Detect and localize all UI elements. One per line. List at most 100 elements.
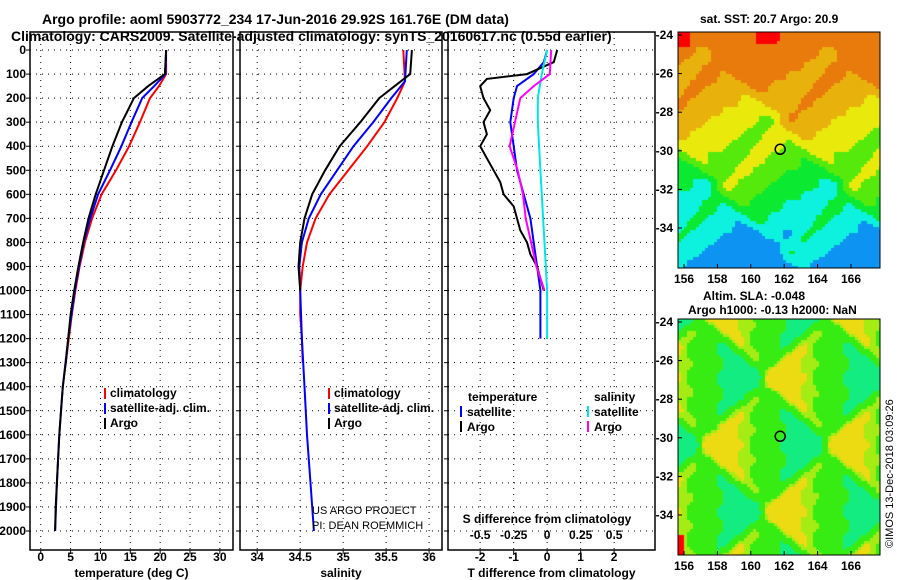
x2-tick-label: 0 bbox=[544, 528, 551, 542]
depth-tick-label: 200 bbox=[6, 91, 26, 105]
x2-tick-label: 0.25 bbox=[569, 528, 593, 542]
legend-label: Argo bbox=[334, 416, 362, 430]
series-line-climatology bbox=[299, 49, 407, 363]
map-y-tick-label: -32 bbox=[656, 469, 674, 483]
float-position-marker bbox=[774, 143, 786, 156]
legend-swatch bbox=[104, 388, 106, 399]
depth-tick-label: 1700 bbox=[0, 452, 26, 466]
map-x-tick-label: 160 bbox=[741, 272, 761, 286]
x-tick-label: 35.5 bbox=[374, 550, 398, 564]
map2-title1: Altim. SLA: -0.048 bbox=[703, 289, 806, 303]
series-line-satellite-adj-clim- bbox=[298, 49, 408, 532]
x-tick-label: 0 bbox=[544, 550, 551, 564]
map-x-tick-label: 166 bbox=[841, 559, 861, 573]
x-tick-label: 30 bbox=[213, 550, 227, 564]
map-frame bbox=[677, 31, 881, 269]
x-axis-label: salinity bbox=[320, 566, 362, 580]
series-line-satellite-adj-clim- bbox=[54, 49, 168, 532]
map-x-tick-label: 162 bbox=[774, 559, 794, 573]
map-y-tick-label: -24 bbox=[656, 315, 674, 329]
depth-tick-label: 1400 bbox=[0, 380, 26, 394]
legend-label: satellite bbox=[594, 405, 639, 419]
depth-tick-label: 500 bbox=[6, 163, 26, 177]
panel-frame bbox=[447, 31, 656, 551]
depth-tick-label: 2000 bbox=[0, 524, 26, 538]
sla-map bbox=[678, 319, 880, 555]
map2-title2: Argo h1000: -0.13 h2000: NaN bbox=[688, 303, 857, 317]
map-x-tick-label: 164 bbox=[808, 559, 828, 573]
x-tick-label: 20 bbox=[153, 550, 167, 564]
legend-swatch bbox=[328, 418, 330, 429]
x-tick-label: -1 bbox=[508, 550, 519, 564]
series-line-argo bbox=[54, 49, 168, 532]
x-tick-label: 5 bbox=[67, 550, 74, 564]
depth-tick-label: 0 bbox=[19, 43, 26, 57]
legend-swatch bbox=[587, 421, 589, 432]
x-tick-label: 10 bbox=[94, 550, 108, 564]
legend-label: satellite bbox=[467, 405, 512, 419]
x-tick-label: 34 bbox=[251, 550, 265, 564]
series-line-climatology bbox=[64, 50, 168, 363]
legend-swatch bbox=[460, 406, 462, 417]
legend-swatch bbox=[104, 418, 106, 429]
map-y-tick-label: -26 bbox=[656, 67, 674, 81]
credit-label: ©IMOS 13-Dec-2018 03:09:26 bbox=[884, 399, 896, 548]
x-tick-label: -2 bbox=[475, 550, 486, 564]
x2-tick-label: 0.5 bbox=[606, 528, 623, 542]
series-line-argo bbox=[297, 49, 413, 291]
x-tick-label: 34.5 bbox=[288, 550, 312, 564]
legend-label: Argo bbox=[594, 420, 622, 434]
legend-swatch bbox=[328, 388, 330, 399]
series-line-salinity-argo bbox=[508, 49, 553, 291]
map-x-tick-label: 166 bbox=[841, 272, 861, 286]
map-x-tick-label: 160 bbox=[741, 559, 761, 573]
map-y-tick-label: -32 bbox=[656, 182, 674, 196]
depth-tick-label: 1600 bbox=[0, 428, 26, 442]
map-y-tick-label: -26 bbox=[656, 354, 674, 368]
map-y-tick-label: -24 bbox=[656, 28, 674, 42]
depth-tick-label: 600 bbox=[6, 187, 26, 201]
map-x-tick-label: 156 bbox=[674, 272, 694, 286]
depth-tick-label: 100 bbox=[6, 67, 26, 81]
depth-tick-label: 1900 bbox=[0, 500, 26, 514]
x-axis-label: T difference from climatology bbox=[467, 566, 635, 580]
legend-title-temperature: temperature bbox=[468, 390, 538, 404]
project-label: US ARGO PROJECT bbox=[312, 505, 417, 517]
map-x-tick-label: 162 bbox=[774, 272, 794, 286]
map-y-tick-label: -28 bbox=[656, 105, 674, 119]
x-tick-label: 35 bbox=[336, 550, 350, 564]
depth-tick-label: 300 bbox=[6, 115, 26, 129]
legend-title-salinity: salinity bbox=[594, 390, 636, 404]
legend-swatch bbox=[104, 403, 106, 414]
map-y-tick-label: -30 bbox=[656, 144, 674, 158]
depth-tick-label: 1200 bbox=[0, 332, 26, 346]
x-tick-label: 25 bbox=[183, 550, 197, 564]
map-frame bbox=[677, 318, 881, 556]
map-x-tick-label: 156 bbox=[674, 559, 694, 573]
depth-tick-label: 700 bbox=[6, 211, 26, 225]
map-y-tick-label: -34 bbox=[656, 508, 674, 522]
x-tick-label: 1 bbox=[577, 550, 584, 564]
float-position-marker bbox=[774, 430, 786, 443]
legend-swatch bbox=[460, 421, 462, 432]
x-tick-label: 0 bbox=[37, 550, 44, 564]
x-tick-label: 36 bbox=[422, 550, 436, 564]
map-y-tick-label: -30 bbox=[656, 431, 674, 445]
map-y-tick-label: -28 bbox=[656, 392, 674, 406]
map-x-tick-label: 164 bbox=[808, 272, 828, 286]
depth-tick-label: 1800 bbox=[0, 476, 26, 490]
x-tick-label: 2 bbox=[611, 550, 618, 564]
depth-tick-label: 1000 bbox=[0, 284, 26, 298]
x-tick-label: 15 bbox=[124, 550, 138, 564]
title-line1: Argo profile: aoml 5903772_234 17-Jun-20… bbox=[42, 11, 509, 27]
series-line-temperature-argo bbox=[479, 49, 559, 291]
legend-label: climatology bbox=[110, 386, 177, 400]
map-x-tick-label: 158 bbox=[707, 272, 727, 286]
legend-label: Argo bbox=[110, 416, 138, 430]
x2-axis-label: S difference from climatology bbox=[463, 512, 632, 526]
sst-map bbox=[678, 32, 880, 268]
series-line-salinity-satellite bbox=[536, 49, 549, 339]
x2-tick-label: -0.25 bbox=[500, 528, 528, 542]
legend-swatch bbox=[328, 403, 330, 414]
